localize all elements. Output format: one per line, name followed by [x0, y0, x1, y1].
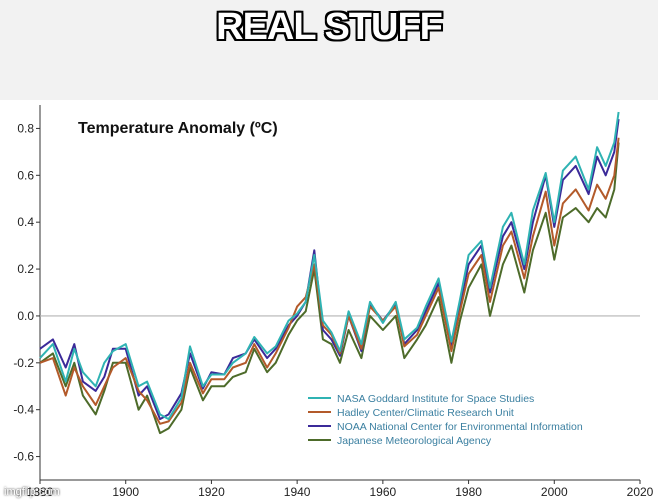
chart-legend: NASA Goddard Institute for Space Studies… [308, 393, 583, 447]
chart-background [0, 100, 658, 500]
y-tick-label: 0.2 [17, 262, 34, 276]
series-line [39, 111, 620, 421]
series-line [39, 118, 620, 421]
series-line [39, 142, 620, 435]
watermark: imgflip.com [4, 486, 60, 498]
legend-label: Japanese Meteorological Agency [337, 435, 492, 447]
meme-banner [0, 0, 658, 100]
y-tick-label: 0.6 [17, 168, 34, 182]
meme-caption: REAL STUFF [216, 6, 443, 48]
y-tick-label: 0.0 [17, 309, 34, 323]
y-tick-label: -0.4 [13, 403, 34, 417]
x-tick-label: 2000 [541, 485, 568, 499]
x-tick-label: 1980 [455, 485, 482, 499]
x-tick-label: 1960 [370, 485, 397, 499]
x-tick-label: 1880 [27, 485, 54, 499]
y-tick-label: -0.2 [13, 356, 34, 370]
x-tick-label: 1900 [112, 485, 139, 499]
chart-axes: 0.8 0.6 0.4 0.2 0.0 -0.2 -0.4 -0.6 1880 1900 1920 1… [13, 105, 654, 499]
chart-title: Temperature Anomaly (ºC) [78, 120, 278, 137]
temperature-anomaly-chart: 0.8 0.6 0.4 0.2 0.0 -0.2 -0.4 -0.6 1880 1900 1920 1… [0, 100, 658, 500]
legend-label: NOAA National Center for Environmental I… [337, 421, 583, 433]
x-tick-label: 1920 [198, 485, 225, 499]
y-tick-label: -0.6 [13, 450, 34, 464]
chart-series-group [39, 111, 620, 435]
legend-label: Hadley Center/Climatic Research Unit [337, 407, 514, 419]
legend-label: NASA Goddard Institute for Space Studies [337, 393, 534, 405]
y-tick-label: 0.8 [17, 121, 34, 135]
x-tick-label: 2020 [627, 485, 654, 499]
y-tick-label: 0.4 [17, 215, 34, 229]
x-tick-label: 1940 [284, 485, 311, 499]
